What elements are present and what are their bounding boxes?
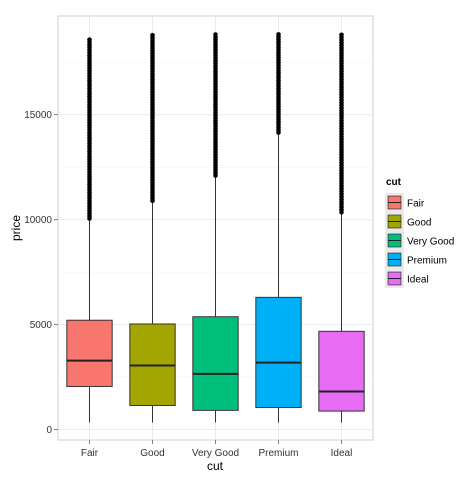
x-tick-label: Good: [140, 448, 164, 459]
box-ideal: [318, 32, 365, 423]
x-tick-label: Ideal: [331, 448, 353, 459]
legend-label: Premium: [407, 256, 447, 267]
legend-item: Good: [385, 212, 431, 231]
legend-label: Ideal: [407, 275, 429, 286]
outlier-point: [276, 32, 281, 37]
y-axis-title: price: [9, 215, 23, 241]
legend-label: Good: [407, 218, 431, 229]
legend: cut Fair Good Very Good Premium Ideal: [385, 177, 454, 288]
legend-title: cut: [386, 177, 402, 188]
outlier-points: [339, 32, 344, 215]
box-very-good: [192, 32, 239, 423]
box-iqr: [66, 319, 113, 387]
legend-label: Very Good: [407, 237, 454, 248]
outlier-point: [213, 32, 218, 37]
y-tick-label: 15000: [24, 110, 52, 121]
outlier-point: [87, 37, 92, 42]
outlier-points: [150, 32, 155, 204]
x-tick-label: Very Good: [192, 448, 239, 459]
y-tick-label: 0: [46, 425, 52, 436]
box-iqr: [255, 296, 302, 409]
x-tick-label: Fair: [81, 448, 99, 459]
legend-item: Premium: [385, 250, 447, 269]
legend-item: Ideal: [385, 269, 429, 288]
y-tick-label: 5000: [30, 320, 53, 331]
box-fair: [66, 37, 113, 423]
outlier-point: [339, 32, 344, 38]
box-iqr: [192, 316, 239, 411]
outlier-point: [150, 32, 155, 38]
legend-label: Fair: [407, 199, 425, 210]
outlier-points: [87, 37, 92, 221]
legend-item: Very Good: [385, 231, 454, 250]
x-tick-label: Premium: [258, 448, 298, 459]
outlier-points: [276, 32, 281, 135]
box-series: [66, 32, 365, 423]
axis-ticks: 0 5000 10000 15000 Fair Good Very Good Premium I…: [24, 110, 352, 459]
box-iqr: [318, 330, 365, 412]
outlier-points: [213, 32, 218, 178]
legend-item: Fair: [385, 193, 425, 212]
x-axis-title: cut: [207, 459, 224, 473]
box-premium: [255, 32, 302, 423]
y-tick-label: 10000: [24, 215, 52, 226]
box-good: [129, 32, 176, 423]
